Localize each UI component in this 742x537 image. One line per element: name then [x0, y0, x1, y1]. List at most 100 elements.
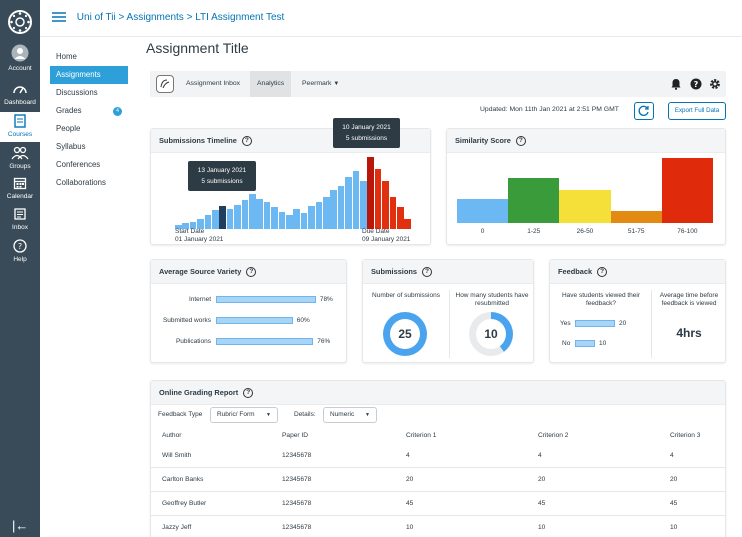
timeline-bar[interactable] — [197, 218, 204, 229]
cell-criterion-1: 4 — [406, 452, 410, 459]
timeline-bar[interactable] — [367, 157, 374, 229]
timeline-bar[interactable] — [293, 208, 300, 229]
timeline-bar[interactable] — [182, 223, 189, 229]
timeline-bar[interactable] — [404, 218, 411, 229]
col-author[interactable]: Author — [162, 432, 182, 439]
timeline-bar[interactable] — [241, 200, 249, 229]
col-criterion-2[interactable]: Criterion 2 — [538, 432, 569, 439]
timeline-bar[interactable] — [263, 201, 271, 229]
refresh-button[interactable] — [634, 102, 654, 120]
table-row[interactable]: Will Smith 12345678 4 4 4 — [150, 444, 726, 468]
nav-help[interactable]: ? Help — [0, 239, 40, 267]
table-row[interactable]: Carlton Banks 12345678 20 20 20 — [150, 468, 726, 492]
help-icon[interactable]: ? — [243, 388, 254, 399]
table-row[interactable]: Jazzy Jeff 12345678 10 10 10 — [150, 516, 726, 537]
course-nav-collaborations[interactable]: Collaborations — [56, 178, 106, 187]
nav-dashboard[interactable]: Dashboard — [0, 82, 40, 110]
timeline-chart — [175, 153, 415, 229]
col-paper-id[interactable]: Paper ID — [282, 432, 309, 439]
timeline-bar[interactable] — [308, 205, 315, 229]
help-icon[interactable]: ? — [515, 136, 526, 147]
course-nav-assignments[interactable]: Assignments — [50, 66, 128, 84]
similarity-bar[interactable] — [559, 190, 611, 223]
timeline-bar[interactable] — [360, 181, 367, 229]
breadcrumb-section[interactable]: Assignments — [126, 12, 184, 23]
help-icon[interactable]: ? — [246, 267, 257, 278]
help-icon[interactable]: ? — [241, 136, 252, 147]
similarity-category-label: 51-75 — [627, 228, 645, 235]
breadcrumb-course[interactable]: Uni of Tii — [76, 12, 116, 23]
col-criterion-1[interactable]: Criterion 1 — [406, 432, 437, 439]
tab-assignment-inbox[interactable]: Assignment Inbox — [186, 80, 241, 87]
tooltip-date: 10 January 2021 — [342, 124, 391, 131]
timeline-bar[interactable] — [382, 181, 389, 229]
bell-icon[interactable] — [670, 78, 682, 90]
similarity-bar[interactable] — [661, 157, 713, 223]
similarity-bar[interactable] — [508, 178, 560, 223]
source-variety-value: 78% — [319, 296, 333, 303]
col-criterion-3[interactable]: Criterion 3 — [670, 432, 701, 439]
table-row[interactable]: Geoffrey Butler 12345678 45 45 45 — [150, 492, 726, 516]
timeline-bar[interactable] — [234, 204, 241, 229]
timeline-bar[interactable] — [249, 194, 256, 229]
course-nav-discussions[interactable]: Discussions — [56, 88, 98, 97]
breadcrumb-page[interactable]: LTI Assignment Test — [195, 12, 285, 23]
collapse-nav-icon[interactable]: |← — [12, 518, 29, 533]
cell-criterion-3: 4 — [670, 452, 674, 459]
timeline-bar[interactable] — [374, 168, 382, 229]
cell-author: Geoffrey Butler — [162, 500, 207, 507]
nav-groups[interactable]: Groups — [0, 146, 40, 174]
timeline-bar[interactable] — [278, 211, 286, 229]
no-label: No — [562, 340, 571, 347]
timeline-bar[interactable] — [330, 190, 337, 229]
submissions-donut: 25 — [383, 312, 427, 356]
timeline-bar[interactable] — [323, 197, 330, 229]
timeline-bar[interactable] — [175, 224, 182, 229]
timeline-bar[interactable] — [389, 197, 397, 229]
timeline-tooltip: 13 January 2021 5 submissions — [188, 161, 256, 191]
nav-account-label: Account — [8, 65, 32, 72]
timeline-bar[interactable] — [219, 205, 226, 229]
nav-courses[interactable]: Courses — [0, 112, 40, 142]
nav-inbox[interactable]: Inbox — [0, 207, 40, 235]
settings-gear-icon[interactable] — [709, 78, 721, 90]
timeline-bar[interactable] — [204, 214, 212, 229]
timeline-bar[interactable] — [397, 207, 404, 229]
timeline-bar[interactable] — [189, 221, 197, 229]
timeline-bar[interactable] — [345, 177, 352, 229]
timeline-bar[interactable] — [286, 214, 293, 229]
hamburger-menu-icon[interactable] — [52, 12, 66, 23]
course-nav-conferences[interactable]: Conferences — [56, 160, 101, 169]
help-icon[interactable]: ? — [597, 267, 608, 278]
due-date-value: 09 January 2021 — [362, 236, 411, 243]
course-nav-grades[interactable]: Grades 4 — [50, 102, 128, 120]
updated-timestamp: Updated: Mon 11th Jan 2021 at 2:51 PM GM… — [480, 106, 619, 113]
timeline-bar[interactable] — [226, 208, 234, 229]
timeline-bar[interactable] — [315, 201, 323, 229]
tab-peermark-label: Peermark — [302, 80, 332, 87]
timeline-bar[interactable] — [337, 185, 345, 229]
timeline-bar[interactable] — [256, 198, 263, 229]
timeline-bar[interactable] — [300, 213, 308, 229]
similarity-bar[interactable] — [457, 198, 509, 223]
tab-peermark[interactable]: Peermark ▼ — [295, 71, 346, 97]
course-nav-people[interactable]: People — [56, 124, 81, 133]
nav-account[interactable]: Account — [0, 44, 40, 76]
cell-paper-id: 12345678 — [282, 524, 312, 531]
tab-analytics[interactable]: Analytics — [250, 71, 292, 97]
timeline-bar[interactable] — [271, 207, 278, 229]
canvas-logo-icon[interactable] — [7, 9, 33, 35]
feedback-type-select[interactable]: Rubric/ Form ▼ — [210, 407, 278, 423]
help-circle-icon[interactable]: ? — [690, 78, 702, 90]
help-icon[interactable]: ? — [422, 267, 432, 278]
details-select[interactable]: Numeric ▼ — [323, 407, 377, 423]
timeline-bar[interactable] — [212, 210, 219, 229]
course-nav-home[interactable]: Home — [56, 52, 77, 61]
nav-calendar[interactable]: Calendar — [0, 176, 40, 204]
export-full-data-button[interactable]: Export Full Data — [668, 102, 726, 120]
similarity-bar[interactable] — [610, 211, 662, 223]
timeline-bar[interactable] — [352, 171, 360, 229]
nav-groups-label: Groups — [9, 163, 31, 170]
similarity-title: Similarity Score — [455, 136, 511, 145]
course-nav-syllabus[interactable]: Syllabus — [56, 142, 86, 151]
